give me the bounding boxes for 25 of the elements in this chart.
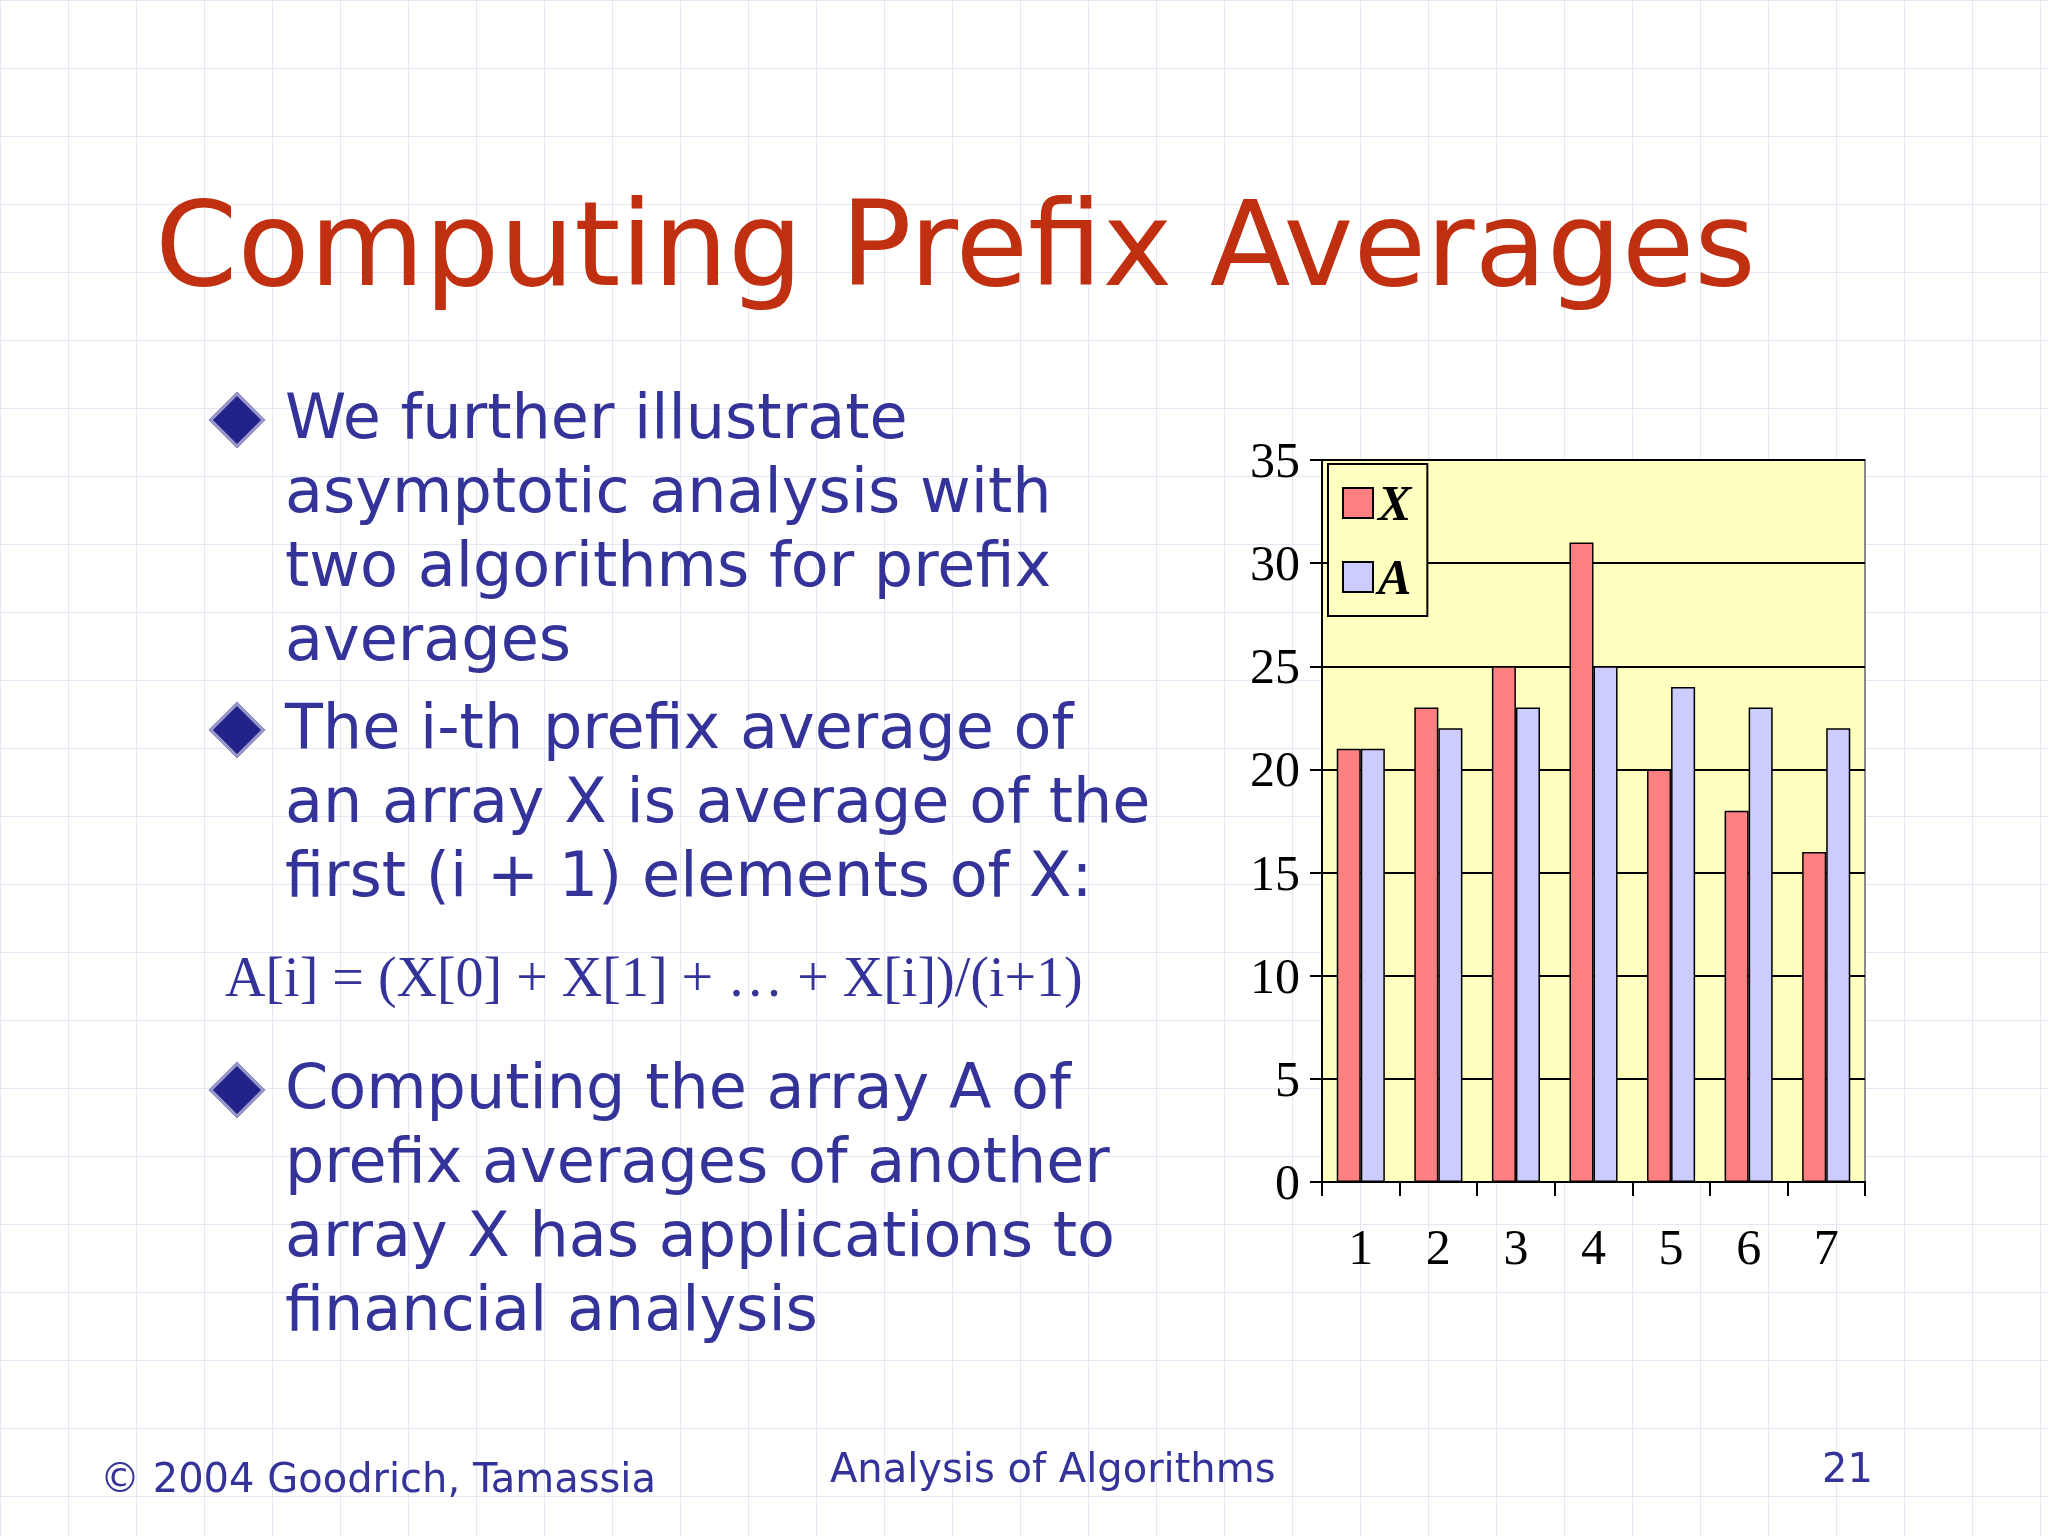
y-tick-label: 20 <box>1250 741 1300 798</box>
text: Computing the array A of prefix averages of another array X has applications to financial analysis <box>285 1050 1116 1346</box>
x-tick-label: 7 <box>1813 1219 1839 1275</box>
x-tick-label: 3 <box>1503 1219 1529 1275</box>
chart-title: Computing Prefix Averages <box>155 175 1756 313</box>
y-tick-label: 25 <box>1250 638 1300 695</box>
y-tick-label: 10 <box>1250 947 1300 1004</box>
text: A[i] = (X[0] + X[1] + … + X[i])/(i+1) <box>225 945 1083 1009</box>
y-tick-label: 15 <box>1250 844 1300 901</box>
text: We further illustrate asymptotic analysis with two algorithms for prefix averages <box>285 380 1053 676</box>
text: The i-th prefix average of an array X is average of the first (i + 1) elements of X: <box>285 690 1152 912</box>
x-tick-label: 6 <box>1736 1219 1762 1275</box>
y-tick-label: 5 <box>1275 1050 1300 1107</box>
x-tick-label: 2 <box>1425 1219 1451 1275</box>
text: © 2004 Goodrich, Tamassia <box>100 1455 656 1501</box>
x-tick-label: 4 <box>1581 1219 1606 1275</box>
x-tick-label: 1 <box>1348 1219 1374 1275</box>
x-tick-label: 5 <box>1658 1219 1684 1275</box>
text: Analysis of Algorithms <box>830 1445 1276 1491</box>
text: 21 <box>1822 1445 1873 1491</box>
y-tick-label: 35 <box>1250 432 1300 488</box>
legend-label: A <box>1375 549 1412 605</box>
y-tick-label: 30 <box>1250 535 1300 592</box>
legend-label: X <box>1376 475 1413 531</box>
y-tick-label: 0 <box>1275 1154 1300 1210</box>
